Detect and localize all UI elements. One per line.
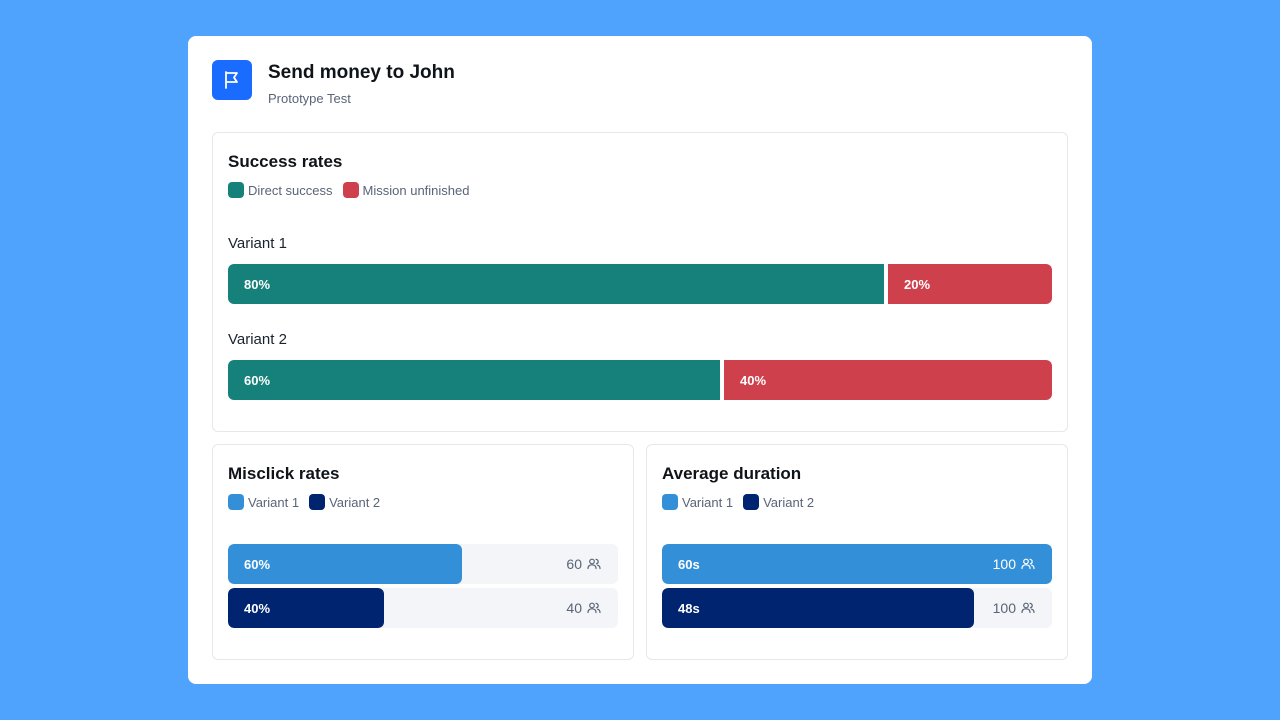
- users-icon: [587, 602, 601, 614]
- legend-label: Direct success: [248, 182, 333, 198]
- legend-swatch: [342, 182, 359, 198]
- legend-swatch: [228, 494, 244, 510]
- participant-count-value: 100: [992, 556, 1016, 572]
- misclick-rates-legend: Variant 1 Variant 2: [228, 494, 380, 510]
- legend-label: Variant 1: [682, 494, 734, 510]
- success-rates-legend: Direct success Mission unfinished: [228, 182, 469, 198]
- flag-icon: [212, 60, 252, 100]
- misclick-bar-variant-2: 40% 40: [228, 588, 618, 628]
- legend-item-direct-success: Direct success: [228, 182, 333, 198]
- legend-item-variant-1: Variant 1: [228, 494, 299, 510]
- variant-1-success-bar: 80% 20%: [228, 264, 1052, 304]
- legend-item-variant-1: Variant 1: [662, 494, 733, 510]
- legend-swatch: [743, 494, 760, 510]
- misclick-rates-panel: Misclick rates Variant 1 Variant 2 60% 6…: [212, 444, 634, 660]
- participant-count-value: 100: [992, 600, 1016, 616]
- legend-label: Variant 2: [329, 494, 381, 510]
- direct-success-segment: 80%: [228, 264, 884, 304]
- direct-success-segment: 60%: [228, 360, 720, 400]
- legend-swatch: [309, 494, 326, 510]
- duration-bar-variant-2: 48s 100: [662, 588, 1052, 628]
- users-icon: [587, 558, 601, 570]
- users-icon: [1021, 558, 1035, 570]
- legend-label: Variant 2: [763, 494, 815, 510]
- misclick-rates-title: Misclick rates: [228, 464, 340, 483]
- participant-count-value: 40: [566, 600, 582, 616]
- test-result-card: Send money to John Prototype Test Succes…: [188, 36, 1092, 684]
- variant-2-label: Variant 2: [228, 331, 287, 348]
- page-title: Send money to John: [268, 62, 455, 83]
- duration-bar-fill: 60s: [662, 544, 1052, 584]
- legend-label: Mission unfinished: [362, 182, 470, 198]
- success-rates-title: Success rates: [228, 152, 343, 171]
- legend-item-variant-2: Variant 2: [743, 494, 814, 510]
- participant-count-value: 60: [566, 556, 582, 572]
- participant-count: 60: [566, 544, 601, 584]
- misclick-bar-variant-1: 60% 60: [228, 544, 618, 584]
- mission-unfinished-segment: 20%: [888, 264, 1052, 304]
- participant-count: 100: [993, 544, 1035, 584]
- variant-1-label: Variant 1: [228, 235, 287, 252]
- legend-swatch: [228, 182, 244, 198]
- misclick-bar-fill: 40%: [228, 588, 384, 628]
- success-rates-panel: Success rates Direct success Mission unf…: [212, 132, 1068, 432]
- users-icon: [1021, 602, 1035, 614]
- misclick-bar-fill: 60%: [228, 544, 462, 584]
- participant-count: 100: [993, 588, 1035, 628]
- legend-item-variant-2: Variant 2: [309, 494, 380, 510]
- participant-count: 40: [566, 588, 601, 628]
- legend-item-mission-unfinished: Mission unfinished: [342, 182, 470, 198]
- average-duration-title: Average duration: [662, 464, 802, 483]
- mission-unfinished-segment: 40%: [724, 360, 1052, 400]
- variant-2-success-bar: 60% 40%: [228, 360, 1052, 400]
- legend-label: Variant 1: [248, 494, 300, 510]
- page-subtitle: Prototype Test: [268, 91, 351, 106]
- legend-swatch: [662, 494, 678, 510]
- average-duration-panel: Average duration Variant 1 Variant 2 60s…: [646, 444, 1068, 660]
- duration-bar-variant-1: 60s 100: [662, 544, 1052, 584]
- average-duration-legend: Variant 1 Variant 2: [662, 494, 814, 510]
- duration-bar-fill: 48s: [662, 588, 974, 628]
